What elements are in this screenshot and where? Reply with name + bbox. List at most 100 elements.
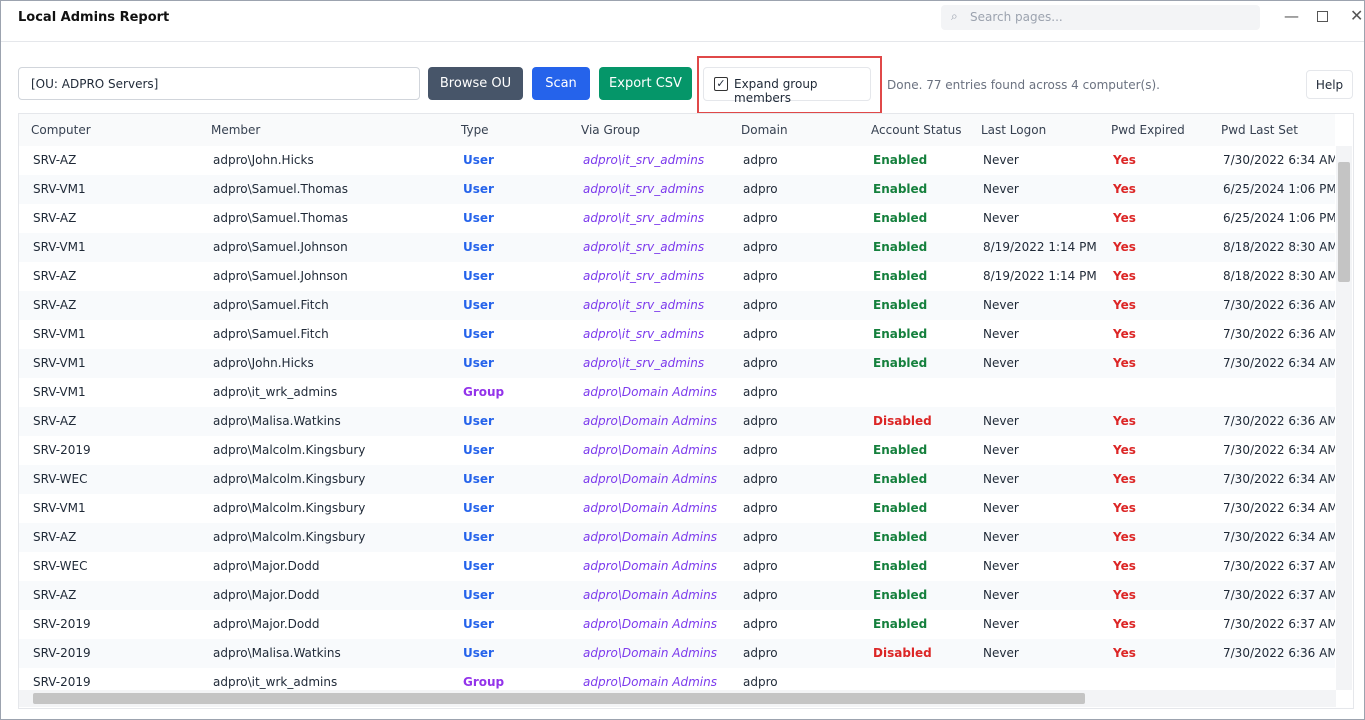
grid-cell: Never bbox=[983, 581, 1019, 610]
grid-cell: adpro\Domain Admins bbox=[583, 407, 717, 436]
grid-cell: adpro\Samuel.Johnson bbox=[213, 233, 348, 262]
grid-cell: adpro bbox=[743, 146, 778, 175]
grid-cell: Yes bbox=[1113, 233, 1136, 262]
grid-cell: Yes bbox=[1113, 610, 1136, 639]
grid-cell: 7/30/2022 6:36 AM bbox=[1223, 407, 1335, 436]
grid-cell: adpro\it_srv_admins bbox=[583, 233, 704, 262]
grid-cell: adpro\Malcolm.Kingsbury bbox=[213, 436, 365, 465]
grid-cell: adpro bbox=[743, 407, 778, 436]
grid-cell: Yes bbox=[1113, 262, 1136, 291]
grid-cell: adpro\Malcolm.Kingsbury bbox=[213, 494, 365, 523]
grid-row: SRV-VM1adpro\John.HicksUseradpro\it_srv_… bbox=[19, 349, 1335, 379]
search-box[interactable]: ⌕ Search pages... bbox=[941, 5, 1260, 30]
grid-cell: adpro\Domain Admins bbox=[583, 523, 717, 552]
grid-cell: adpro bbox=[743, 523, 778, 552]
grid-cell: User bbox=[463, 465, 494, 494]
grid-cell: Never bbox=[983, 436, 1019, 465]
vertical-scrollbar[interactable] bbox=[1336, 146, 1352, 690]
grid-cell: adpro\it_srv_admins bbox=[583, 291, 704, 320]
scan-button[interactable]: Scan bbox=[532, 67, 590, 100]
grid-cell: User bbox=[463, 639, 494, 668]
grid-cell: adpro bbox=[743, 465, 778, 494]
grid-cell: Yes bbox=[1113, 146, 1136, 175]
grid-row: SRV-2019adpro\Major.DoddUseradpro\Domain… bbox=[19, 610, 1335, 640]
grid-cell: 7/30/2022 6:34 AM bbox=[1223, 465, 1335, 494]
grid-row: SRV-VM1adpro\Malcolm.KingsburyUseradpro\… bbox=[19, 494, 1335, 524]
column-header: Pwd Last Set bbox=[1221, 114, 1298, 146]
grid-cell: SRV-VM1 bbox=[33, 320, 86, 349]
grid-cell: Group bbox=[463, 668, 504, 690]
grid-cell: Never bbox=[983, 552, 1019, 581]
grid-cell: Never bbox=[983, 610, 1019, 639]
grid-cell: adpro\Malcolm.Kingsbury bbox=[213, 465, 365, 494]
grid-cell: Never bbox=[983, 204, 1019, 233]
column-header: Type bbox=[461, 114, 489, 146]
grid-cell: 7/30/2022 6:37 AM bbox=[1223, 610, 1335, 639]
maximize-button[interactable] bbox=[1317, 11, 1328, 22]
grid-cell: SRV-AZ bbox=[33, 407, 76, 436]
grid-cell: Group bbox=[463, 378, 504, 407]
grid-cell: SRV-WEC bbox=[33, 465, 87, 494]
grid-cell: 7/30/2022 6:34 AM bbox=[1223, 349, 1335, 378]
grid-cell: User bbox=[463, 552, 494, 581]
grid-cell: adpro\Malisa.Watkins bbox=[213, 407, 341, 436]
grid-cell: User bbox=[463, 494, 494, 523]
grid-cell: SRV-AZ bbox=[33, 204, 76, 233]
grid-cell: SRV-AZ bbox=[33, 146, 76, 175]
grid-row: SRV-AZadpro\Malcolm.KingsburyUseradpro\D… bbox=[19, 523, 1335, 553]
grid-cell: SRV-AZ bbox=[33, 262, 76, 291]
grid-cell: 7/30/2022 6:34 AM bbox=[1223, 494, 1335, 523]
browse-button[interactable]: Browse OU bbox=[428, 67, 523, 100]
grid-cell: 8/18/2022 8:30 AM bbox=[1223, 233, 1335, 262]
grid-row: SRV-2019adpro\it_wrk_adminsGroupadpro\Do… bbox=[19, 668, 1335, 690]
horizontal-scrollbar[interactable] bbox=[19, 690, 1336, 707]
export-button[interactable]: Export CSV bbox=[599, 67, 692, 100]
grid-cell: Never bbox=[983, 639, 1019, 668]
grid-cell: adpro\Domain Admins bbox=[583, 581, 717, 610]
grid-cell: Never bbox=[983, 407, 1019, 436]
grid-cell: 8/19/2022 1:14 PM bbox=[983, 233, 1097, 262]
grid-cell: Disabled bbox=[873, 639, 932, 668]
grid-cell: Disabled bbox=[873, 407, 932, 436]
grid-cell: Enabled bbox=[873, 349, 927, 378]
ou-input[interactable]: [OU: ADPRO Servers] bbox=[18, 67, 420, 100]
grid-cell: Enabled bbox=[873, 233, 927, 262]
grid-cell: Enabled bbox=[873, 552, 927, 581]
grid-cell: adpro bbox=[743, 262, 778, 291]
grid-cell: adpro\Samuel.Johnson bbox=[213, 262, 348, 291]
grid-cell: adpro\Malcolm.Kingsbury bbox=[213, 523, 365, 552]
grid-cell: adpro\John.Hicks bbox=[213, 146, 314, 175]
grid-cell: Enabled bbox=[873, 523, 927, 552]
expand-checkbox[interactable]: ✓ Expand group members bbox=[703, 67, 871, 101]
grid-cell: SRV-VM1 bbox=[33, 494, 86, 523]
grid-cell: Yes bbox=[1113, 436, 1136, 465]
grid-cell: Yes bbox=[1113, 494, 1136, 523]
grid-cell: Yes bbox=[1113, 349, 1136, 378]
checkbox-box[interactable]: ✓ bbox=[714, 77, 728, 91]
grid-cell: Yes bbox=[1113, 465, 1136, 494]
status-text: Done. 77 entries found across 4 computer… bbox=[887, 78, 1160, 92]
data-grid: ComputerMemberTypeVia GroupDomainAccount… bbox=[18, 113, 1354, 709]
grid-cell: 7/30/2022 6:37 AM bbox=[1223, 552, 1335, 581]
grid-cell: adpro\Domain Admins bbox=[583, 465, 717, 494]
minimize-button[interactable]: — bbox=[1284, 7, 1299, 25]
column-header: Member bbox=[211, 114, 260, 146]
grid-cell: adpro\it_wrk_admins bbox=[213, 378, 337, 407]
grid-cell: User bbox=[463, 581, 494, 610]
grid-cell: SRV-2019 bbox=[33, 610, 91, 639]
grid-cell: adpro bbox=[743, 581, 778, 610]
grid-cell: Never bbox=[983, 523, 1019, 552]
grid-header: ComputerMemberTypeVia GroupDomainAccount… bbox=[19, 114, 1335, 147]
grid-cell: Enabled bbox=[873, 465, 927, 494]
grid-row: SRV-VM1adpro\Samuel.FitchUseradpro\it_sr… bbox=[19, 320, 1335, 350]
grid-cell: User bbox=[463, 175, 494, 204]
grid-row: SRV-WEC adpro\Malcolm.Kingsbury User adpro\… bbox=[19, 465, 1335, 495]
grid-cell: User bbox=[463, 262, 494, 291]
grid-row: SRV-2019adpro\Malcolm.KingsburyUseradpro… bbox=[19, 436, 1335, 466]
close-button[interactable]: ✕ bbox=[1350, 6, 1363, 25]
grid-cell: adpro\it_srv_admins bbox=[583, 175, 704, 204]
help-button[interactable]: Help bbox=[1306, 70, 1353, 99]
grid-cell: 6/25/2024 1:06 PM bbox=[1223, 175, 1335, 204]
grid-cell: User bbox=[463, 233, 494, 262]
grid-cell: adpro\Major.Dodd bbox=[213, 610, 320, 639]
